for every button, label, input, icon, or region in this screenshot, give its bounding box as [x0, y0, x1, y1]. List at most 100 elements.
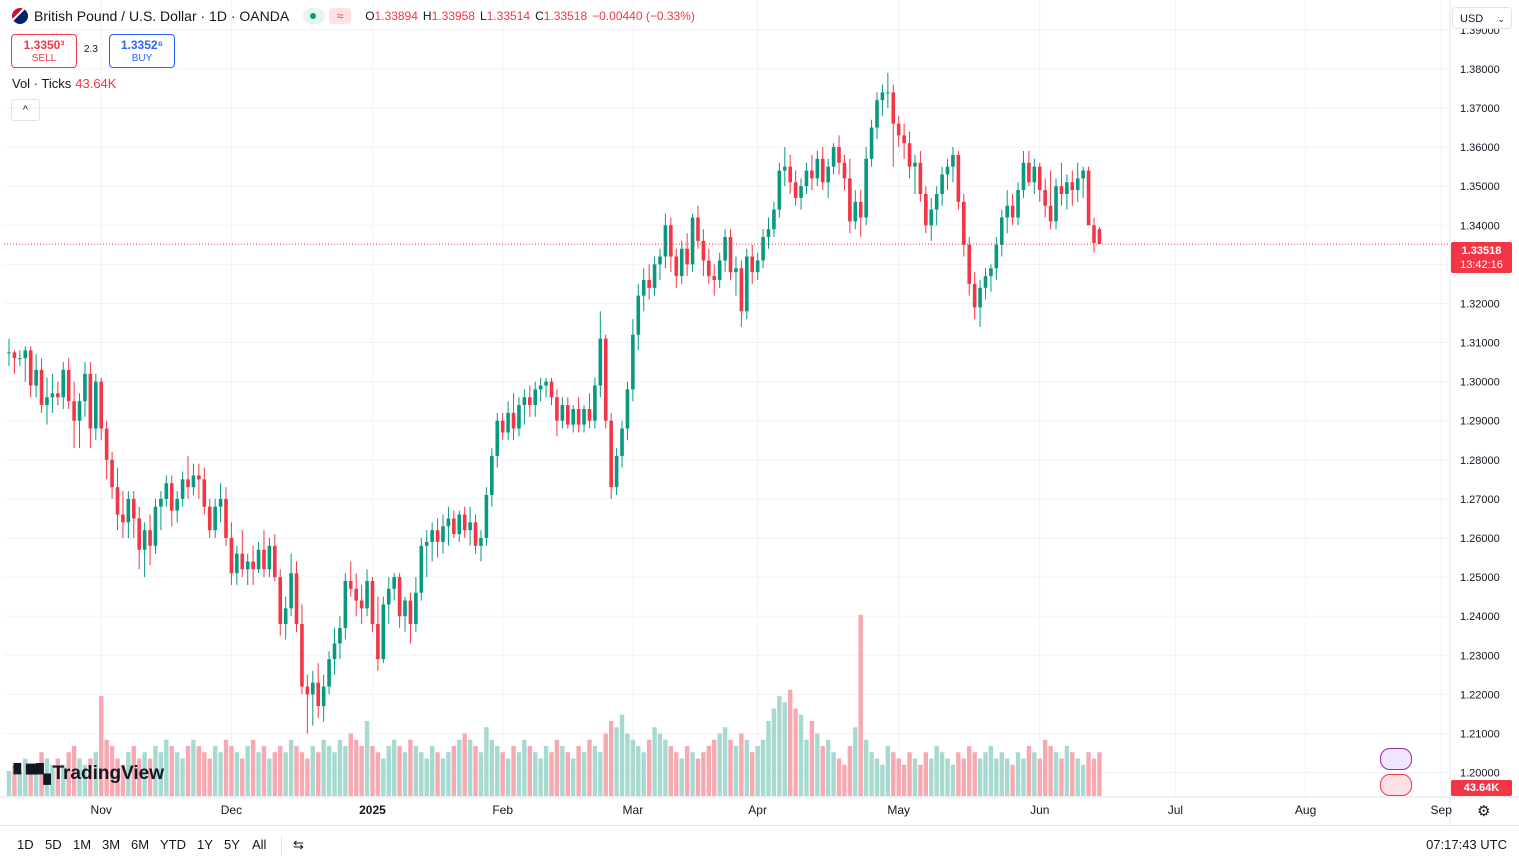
candle-body — [435, 530, 440, 542]
volume-bar — [419, 752, 424, 796]
volume-bar — [1080, 764, 1086, 796]
candle-body — [669, 225, 673, 257]
candle — [479, 530, 483, 562]
candle — [321, 674, 326, 722]
candle — [468, 506, 472, 546]
wave-icon[interactable]: ≈ — [329, 8, 352, 24]
candle-body — [446, 518, 451, 527]
candle — [549, 377, 554, 406]
candle-body — [913, 162, 917, 167]
volume-bar — [603, 733, 608, 796]
economic-events-icon[interactable] — [1380, 748, 1412, 770]
range-ytd[interactable]: YTD — [160, 837, 186, 852]
candle — [728, 229, 733, 280]
range-6m[interactable]: 6M — [131, 837, 150, 852]
date-range-icon[interactable]: ⇆ — [293, 837, 304, 852]
candle-body — [343, 581, 348, 628]
settings-gear-icon[interactable]: ⚙ — [1477, 803, 1491, 820]
range-1m[interactable]: 1M — [73, 837, 92, 852]
candle-body — [804, 170, 809, 187]
candle — [386, 577, 391, 624]
buy-label: BUY — [131, 53, 153, 64]
candle — [994, 237, 999, 280]
candle-body — [820, 158, 825, 183]
volume-bar — [61, 764, 66, 796]
range-3m[interactable]: 3M — [102, 837, 121, 852]
candle — [1032, 158, 1037, 194]
volume-bar — [120, 764, 126, 796]
volume-bar — [679, 758, 684, 796]
volume-bar — [728, 739, 733, 796]
candle-body — [902, 135, 906, 144]
candle — [810, 154, 814, 191]
volume-bar — [467, 739, 473, 796]
range-1d[interactable]: 1D — [17, 837, 34, 852]
candle-body — [386, 588, 391, 605]
candle — [332, 627, 337, 675]
candle — [1075, 162, 1080, 202]
range-1y[interactable]: 1Y — [197, 837, 213, 852]
candle — [864, 147, 868, 226]
candle — [294, 561, 299, 632]
candle-body — [414, 592, 418, 624]
sell-button[interactable]: 1.3350³ SELL — [11, 34, 77, 68]
volume-bar — [771, 708, 777, 796]
candle — [213, 498, 217, 538]
volume-bar — [939, 752, 945, 796]
currency-selector[interactable]: USD ⌄ — [1452, 7, 1512, 29]
candle-body — [989, 268, 993, 277]
candle-body — [430, 530, 434, 542]
volume-bar — [212, 746, 218, 796]
candle-body — [582, 409, 586, 425]
candle-body — [403, 600, 407, 617]
volume-bar — [164, 739, 169, 796]
candlesticks — [7, 72, 1102, 734]
utc-clock[interactable]: 07:17:43 UTC — [1426, 837, 1507, 852]
volume-bar — [690, 752, 695, 796]
candle-body — [256, 549, 261, 570]
candle-body — [1097, 229, 1102, 245]
candle-body — [164, 483, 169, 499]
instrument-title[interactable]: British Pound / U.S. Dollar · 1D · OANDA — [34, 8, 290, 24]
chevron-up-icon[interactable]: ^ — [11, 99, 40, 121]
volume-bar — [511, 746, 516, 796]
candle — [696, 205, 700, 249]
candle — [582, 405, 586, 433]
candle — [723, 229, 727, 273]
price-chart[interactable]: 1.20000 1.21000 1.22000 1.23000 1.24000 1.250… — [0, 0, 1519, 825]
volume-bar — [1015, 752, 1021, 796]
volume-bar — [332, 752, 337, 796]
candle — [707, 248, 711, 284]
range-all[interactable]: All — [252, 837, 267, 852]
volume-bar — [39, 752, 44, 796]
candle-body — [837, 147, 841, 163]
candle — [625, 381, 630, 441]
volume-bar — [1086, 752, 1091, 796]
candle — [983, 268, 988, 300]
dividends-icon[interactable] — [1380, 774, 1412, 796]
candle — [392, 573, 396, 601]
candle-body — [999, 217, 1004, 245]
candle-body — [940, 174, 944, 194]
candle — [978, 280, 982, 327]
candle — [462, 506, 467, 538]
candle-body — [468, 522, 472, 531]
volume-legend[interactable]: Vol · Ticks 43.64K — [12, 76, 116, 91]
range-5y[interactable]: 5Y — [224, 837, 240, 852]
volume-bar — [636, 746, 641, 796]
buy-button[interactable]: 1.3352⁶ BUY — [109, 34, 175, 68]
candle — [766, 217, 771, 249]
range-5d[interactable]: 5D — [45, 837, 62, 852]
candle-body — [679, 248, 684, 277]
volume-bar — [533, 752, 538, 796]
volume-bar — [354, 739, 359, 796]
candle-body — [750, 256, 755, 273]
volume-bar — [869, 752, 874, 796]
candle-body — [278, 577, 283, 624]
tradingview-logo[interactable]: ▘▀▚ TradingView — [14, 763, 164, 785]
candle — [251, 545, 255, 585]
candle-body — [620, 428, 624, 456]
toolbar-divider — [281, 836, 282, 856]
status-dot-icon[interactable] — [303, 8, 326, 24]
volume-bar — [983, 752, 988, 796]
